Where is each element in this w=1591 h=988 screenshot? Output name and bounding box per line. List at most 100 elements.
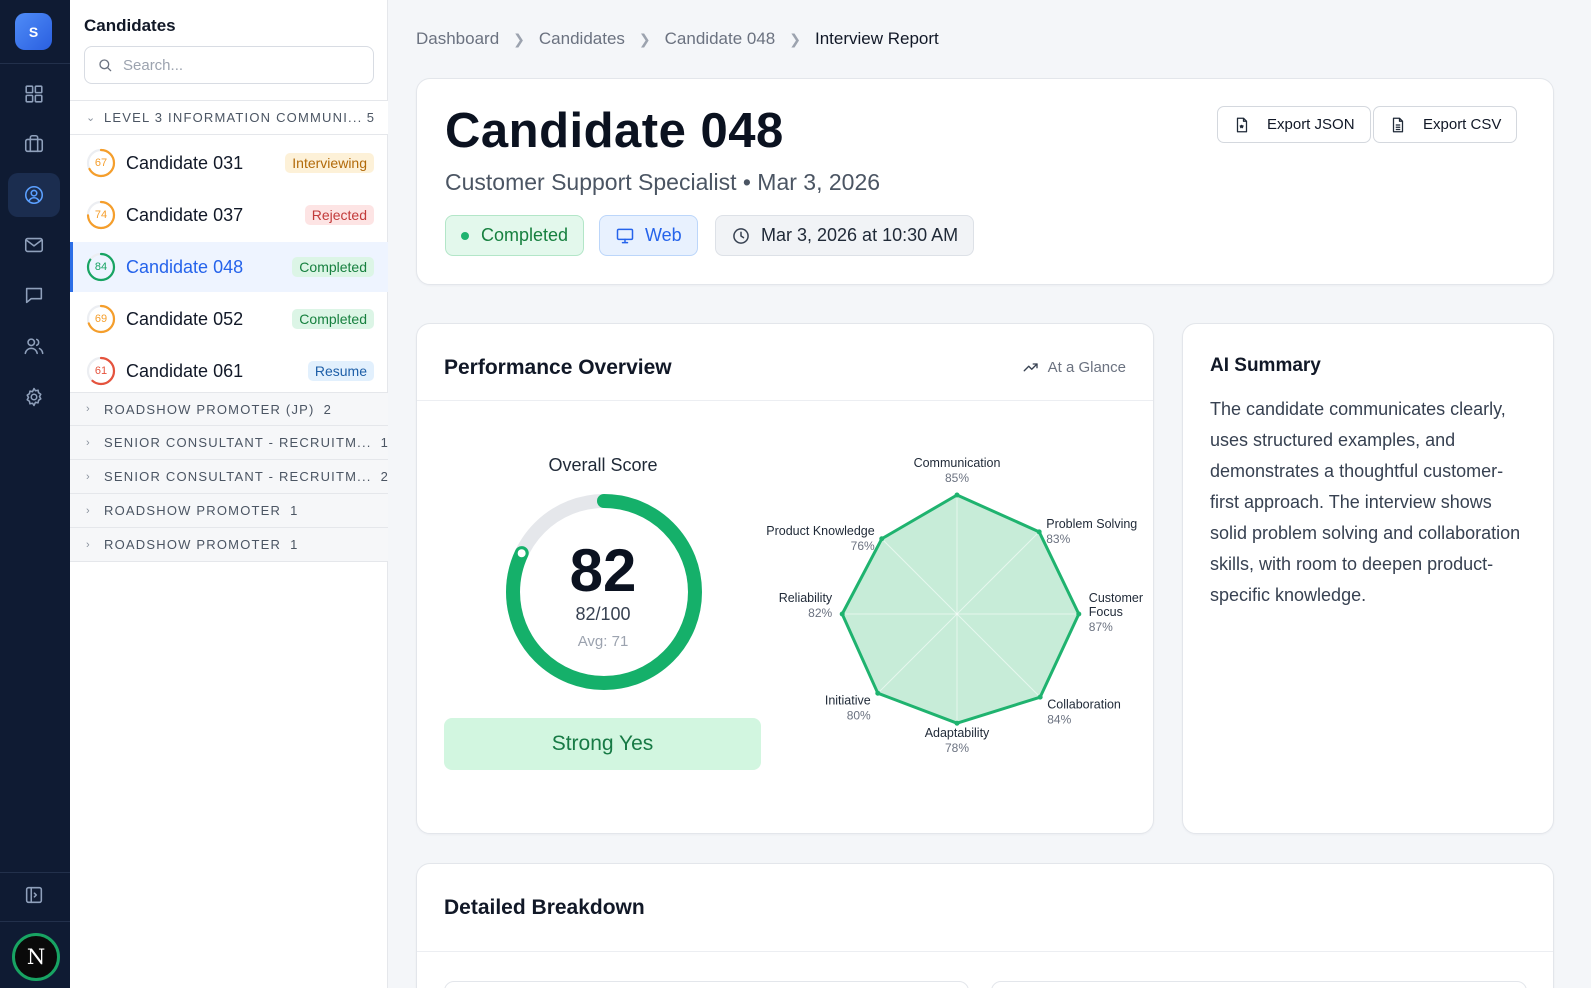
gear-icon [26, 387, 42, 407]
breadcrumb: Dashboard ❯ Candidates ❯ Candidate 048 ❯… [416, 29, 939, 49]
briefcase-icon [24, 134, 44, 153]
job-group-label: SENIOR CONSULTANT - RECRUITM... [104, 435, 372, 450]
breadcrumb-candidate[interactable]: Candidate 048 [664, 29, 776, 48]
jobs-nav-button[interactable] [8, 122, 60, 166]
ai-summary-title: AI Summary [1210, 355, 1321, 376]
overall-score-label: Overall Score [548, 455, 658, 475]
collapse-sidebar-button[interactable] [8, 873, 60, 917]
job-group-count: 5 [366, 110, 374, 125]
radar-axis-label: Problem Solving [1046, 517, 1137, 531]
job-group-label: LEVEL 3 INFORMATION COMMUNI... [104, 110, 363, 125]
sidebar-toggle-icon [25, 886, 43, 904]
radar-spoke [877, 531, 1040, 694]
job-group-count: 1 [290, 503, 298, 518]
gauge-end-marker [515, 547, 528, 560]
candidate-row[interactable]: 69 Candidate 052 Completed [70, 294, 388, 344]
breadcrumb-candidates[interactable]: Candidates [538, 29, 625, 48]
chevron-right-icon: ❯ [513, 30, 525, 47]
job-group-row[interactable]: › ROADSHOW PROMOTER (JP) 2 [70, 392, 388, 426]
chevron-right-icon: › [86, 403, 91, 415]
search-box[interactable] [84, 46, 374, 84]
at-a-glance-label: At a Glance [1022, 358, 1126, 376]
radar-value-label: 82% [808, 606, 832, 620]
status-badge: Rejected [304, 205, 374, 225]
job-group-row[interactable]: › ROADSHOW PROMOTER 1 [70, 528, 388, 562]
radar-value-label: 83% [1046, 532, 1070, 546]
panel-divider [70, 100, 388, 101]
job-group-count: 1 [380, 435, 388, 450]
section-title: Performance Overview [444, 356, 672, 379]
messages-nav-button[interactable] [8, 273, 60, 317]
candidate-row[interactable]: 74 Candidate 037 Rejected [70, 190, 388, 240]
role-and-date: Customer Support Specialist • Mar 3, 202… [445, 169, 881, 195]
job-group-count: 2 [380, 469, 388, 484]
candidate-name: Candidate 031 [126, 152, 244, 173]
page-title: Candidate 048 [445, 104, 784, 158]
candidate-row[interactable]: 67 Candidate 031 Interviewing [70, 138, 388, 188]
status-badge: Resume [307, 361, 374, 381]
job-group-row[interactable]: › ROADSHOW PROMOTER 1 [70, 494, 388, 528]
chevron-right-icon: › [86, 538, 91, 551]
radar-axis-label: Adaptability [925, 726, 990, 740]
breadcrumb-current: Interview Report [814, 29, 939, 48]
candidate-name: Candidate 061 [126, 360, 244, 381]
average-score: Avg: 71 [577, 633, 629, 650]
job-group-count: 2 [323, 401, 331, 417]
candidates-nav-button[interactable] [8, 173, 60, 217]
candidate-row[interactable]: 61 Candidate 061 Resume [70, 346, 388, 396]
job-group-label: ROADSHOW PROMOTER [104, 537, 282, 552]
candidate-score-ring: 74 [86, 200, 116, 230]
radar-point [879, 536, 885, 542]
job-group-label: ROADSHOW PROMOTER [104, 503, 282, 518]
radar-area [840, 493, 1081, 725]
rail-divider [0, 872, 70, 873]
rail-divider [0, 63, 70, 64]
status-label: Completed [481, 225, 569, 245]
radar-axis-label: Communication [914, 456, 1001, 470]
radar-point [839, 611, 845, 617]
hiring-verdict: Strong Yes [444, 718, 761, 770]
job-group-row[interactable]: › SENIOR CONSULTANT - RECRUITM... 2 [70, 460, 388, 494]
channel-label: Web [645, 225, 682, 245]
card-divider [417, 951, 1553, 952]
radar-axis-label: Initiative [825, 694, 871, 708]
score-out-of: 82/100 [575, 604, 631, 624]
overall-score-gauge [506, 494, 702, 690]
breadcrumb-dashboard[interactable]: Dashboard [416, 29, 500, 48]
search-input[interactable] [123, 56, 363, 74]
performance-overview-card: Performance Overview At a Glance Overall… [416, 323, 1154, 834]
radar-value-label: 78% [945, 741, 969, 755]
interview-datetime: Mar 3, 2026 at 10:30 AM [715, 215, 975, 256]
radar-axis-label: Collaboration [1047, 697, 1121, 711]
user-circle-icon [24, 185, 44, 205]
workspace-logo[interactable]: S [15, 13, 52, 50]
job-group-header[interactable]: ⌄ LEVEL 3 INFORMATION COMMUNI... 5 [70, 101, 388, 135]
candidate-name: Candidate 048 [126, 256, 244, 277]
status-badge: Completed [292, 309, 374, 329]
export-json-button[interactable]: Export JSON [1217, 106, 1371, 143]
panel-title: Candidates [84, 16, 176, 35]
candidate-score-ring: 69 [86, 304, 116, 334]
chevron-right-icon: ❯ [638, 30, 651, 47]
card-divider [417, 400, 1153, 401]
candidate-score: 74 [94, 209, 108, 221]
export-csv-button[interactable]: Export CSV [1373, 106, 1518, 143]
mail-nav-button[interactable] [8, 223, 60, 267]
ai-summary-card: AI Summary The candidate communicates cl… [1182, 323, 1554, 834]
candidate-row[interactable]: 84 Candidate 048 Completed [70, 242, 388, 292]
chevron-down-icon: ⌄ [86, 112, 97, 124]
radar-axis-label: Product Knowledge [766, 524, 874, 538]
team-nav-button[interactable] [8, 324, 60, 368]
chevron-right-icon: ❯ [789, 30, 801, 47]
chat-icon [25, 287, 43, 304]
chevron-right-icon: › [86, 436, 91, 449]
settings-nav-button[interactable] [8, 375, 60, 419]
user-avatar[interactable]: N [12, 933, 60, 981]
radar-value-label: 84% [1047, 712, 1071, 726]
job-group-row[interactable]: › SENIOR CONSULTANT - RECRUITM... 1 [70, 426, 388, 460]
chevron-right-icon: › [86, 504, 91, 517]
detailed-breakdown-card: Detailed Breakdown [416, 863, 1554, 988]
radar-value-label: 85% [945, 471, 969, 485]
candidate-name: Candidate 037 [126, 204, 244, 225]
dashboard-nav-button[interactable] [8, 72, 60, 116]
